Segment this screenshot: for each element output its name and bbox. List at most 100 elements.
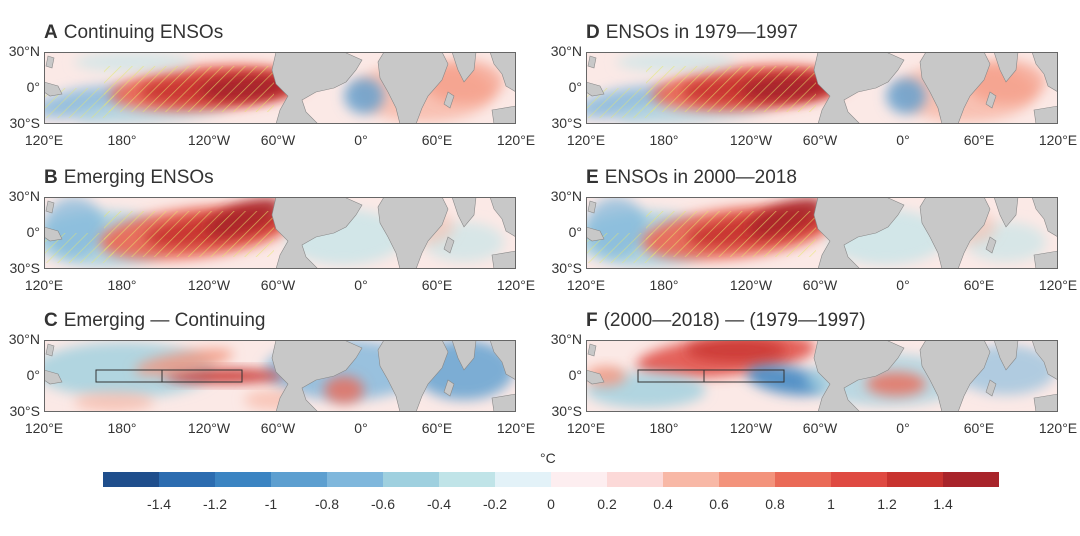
lon-label: 120°E (566, 277, 606, 293)
colorbar-tick: 1.2 (877, 496, 897, 512)
nino-region-box (95, 369, 243, 383)
lat-label: 30°N (8, 43, 40, 59)
lat-label: 30°S (9, 403, 40, 419)
land-africa (377, 340, 449, 412)
lon-label: 60°W (260, 420, 296, 436)
lon-label: 120°E (496, 420, 536, 436)
land-oz (1033, 250, 1058, 269)
land-seasia (489, 52, 516, 93)
colorbar-tick: -0.8 (314, 496, 340, 512)
lon-label: 180° (107, 277, 137, 293)
lon-label: 60°E (963, 420, 995, 436)
panel-letter: E (586, 167, 599, 188)
lon-label: 180° (649, 420, 679, 436)
colorbar-swatch (887, 472, 943, 487)
lon-label: 120°E (24, 420, 64, 436)
lat-label: 30°N (8, 188, 40, 204)
land-madag (443, 379, 455, 397)
colorbar-swatch (495, 472, 551, 487)
land-philip (45, 200, 55, 214)
lon-label: 60°E (963, 277, 995, 293)
lat-label: 30°N (8, 331, 40, 347)
land-africa (377, 52, 449, 124)
map-panel-f (586, 340, 1058, 412)
lat-label: 30°S (9, 260, 40, 276)
land-americas (813, 52, 905, 124)
lon-label: 120°E (566, 420, 606, 436)
land-philip (587, 55, 597, 69)
land-png (44, 369, 63, 385)
colorbar-swatch (663, 472, 719, 487)
land-philip (587, 200, 597, 214)
land-png (586, 226, 605, 242)
panel-title-text: Emerging ENSOs (63, 167, 214, 188)
lon-label: 60°E (963, 132, 995, 148)
lon-label: 60°W (260, 132, 296, 148)
land-seasia (1031, 52, 1058, 93)
panel-title-e: E ENSOs in 2000—2018 (586, 167, 797, 189)
lat-label: 30°N (550, 331, 582, 347)
lon-label: 120°E (496, 277, 536, 293)
lon-label: 60°E (421, 420, 453, 436)
panel-title-text: ENSOs in 2000—2018 (604, 167, 797, 188)
lon-label: 60°W (802, 420, 838, 436)
map-panel-a (44, 52, 516, 124)
land-africa (377, 197, 449, 269)
lon-label: 60°E (421, 277, 453, 293)
lat-label: 30°S (551, 115, 582, 131)
lon-label: 0° (354, 132, 368, 148)
land-africa (919, 52, 991, 124)
lon-label: 180° (649, 132, 679, 148)
lon-label: 0° (896, 420, 910, 436)
lon-label: 120°W (729, 420, 773, 436)
panel-letter: A (44, 22, 58, 43)
sst-map (586, 340, 1058, 412)
lat-label: 0° (568, 224, 582, 240)
land-africa (919, 340, 991, 412)
land-philip (45, 343, 55, 357)
panel-title-c: C Emerging — Continuing (44, 310, 265, 332)
lon-label: 120°E (496, 132, 536, 148)
panel-title-text: Emerging — Continuing (63, 310, 266, 331)
lon-label: 0° (354, 277, 368, 293)
lon-label: 120°W (187, 277, 231, 293)
colorbar-tick: -1.2 (202, 496, 228, 512)
land-oz (491, 393, 516, 412)
land-india (993, 52, 1019, 83)
land-americas (813, 340, 905, 412)
panel-title-b: B Emerging ENSOs (44, 167, 214, 189)
colorbar-swatch (103, 472, 159, 487)
land-png (44, 81, 63, 97)
lon-label: 60°E (421, 132, 453, 148)
lon-label: 120°E (1038, 420, 1078, 436)
colorbar-tick: 0.8 (765, 496, 785, 512)
nino-region-box (637, 369, 785, 383)
land-seasia (489, 197, 516, 238)
lat-label: 0° (26, 367, 40, 383)
colorbar-swatch (159, 472, 215, 487)
colorbar-tick: 1 (827, 496, 835, 512)
sst-map (586, 52, 1058, 124)
sst-map (44, 52, 516, 124)
land-americas (271, 340, 363, 412)
land-seasia (489, 340, 516, 381)
lon-label: 60°W (260, 277, 296, 293)
panel-title-d: D ENSOs in 1979—1997 (586, 22, 798, 44)
colorbar-swatch (607, 472, 663, 487)
land-oz (491, 250, 516, 269)
land-americas (271, 52, 363, 124)
map-panel-b (44, 197, 516, 269)
lat-label: 30°S (551, 403, 582, 419)
land-africa (919, 197, 991, 269)
colorbar-swatch (775, 472, 831, 487)
colorbar-tick: -0.4 (426, 496, 452, 512)
lon-label: 180° (107, 132, 137, 148)
lon-label: 120°W (729, 277, 773, 293)
colorbar-swatch (719, 472, 775, 487)
colorbar-swatch (551, 472, 607, 487)
colorbar-tick: 0 (547, 496, 555, 512)
panel-title-text: ENSOs in 1979—1997 (605, 22, 798, 43)
land-madag (985, 236, 997, 254)
panel-letter: F (586, 310, 598, 331)
lon-label: 120°W (187, 132, 231, 148)
